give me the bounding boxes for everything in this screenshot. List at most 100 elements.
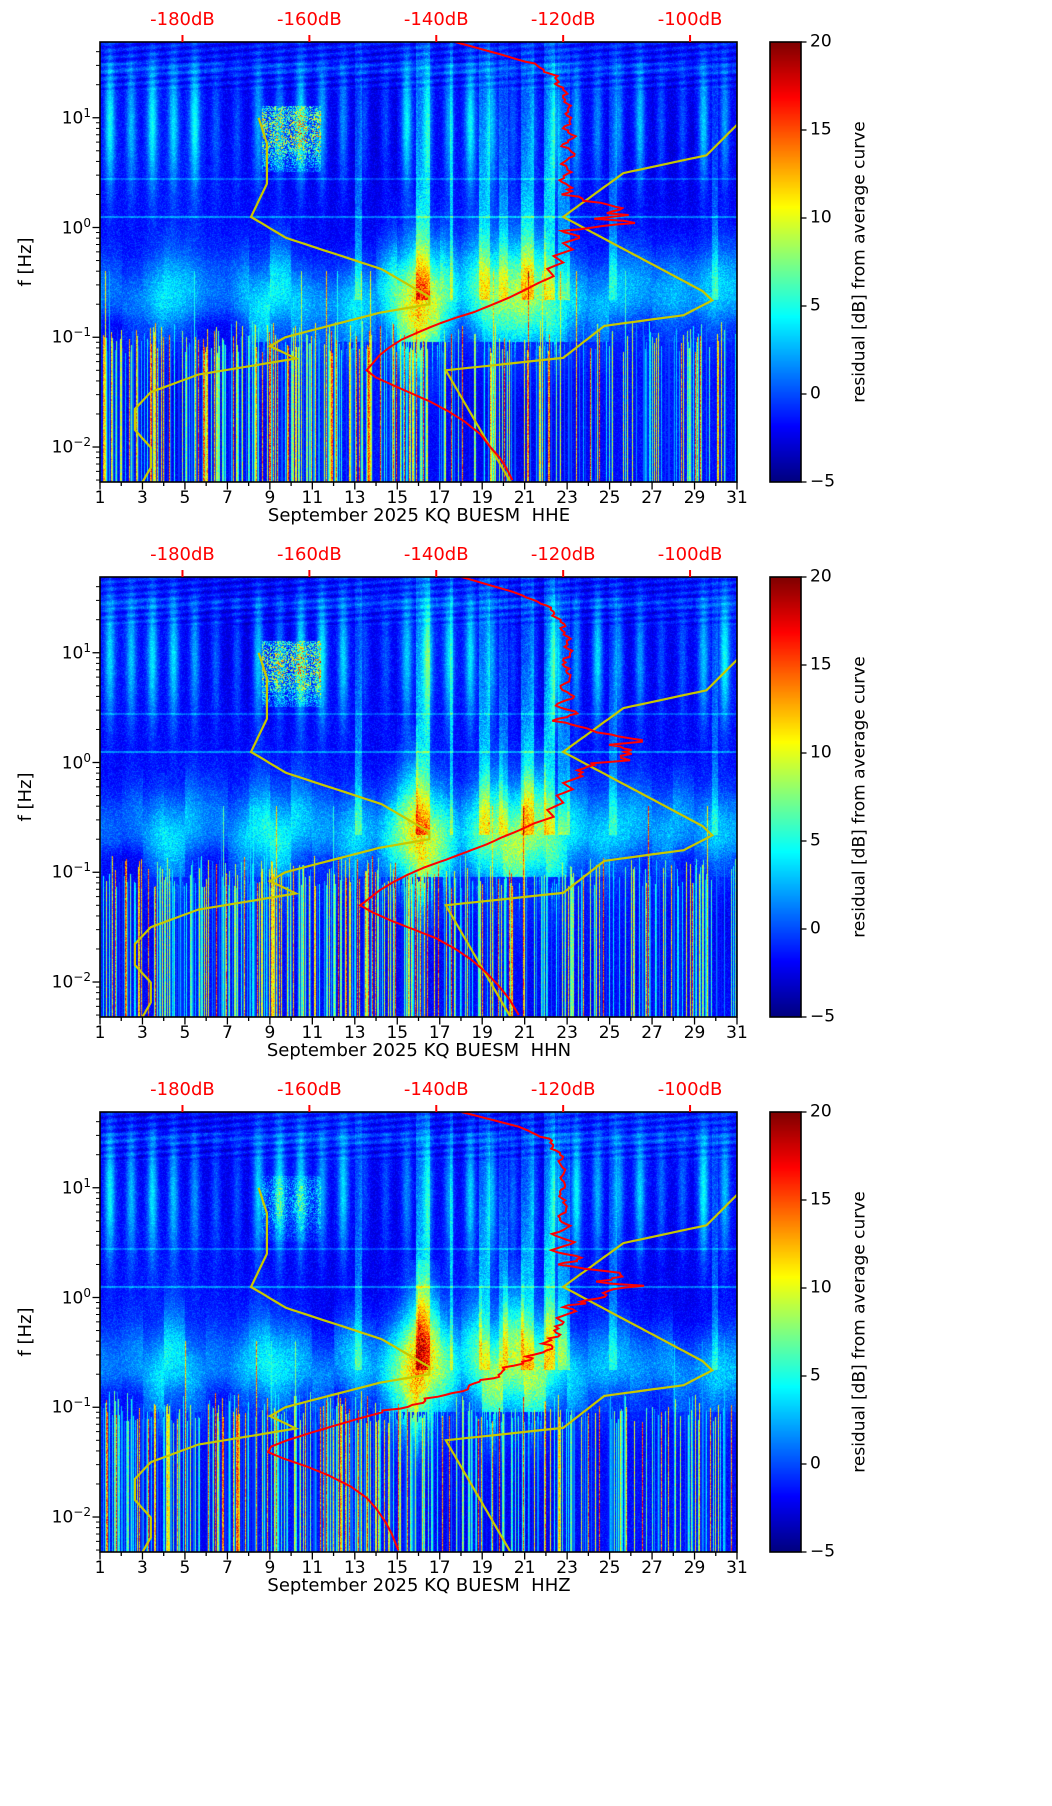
- x-tick-label: 5: [179, 488, 191, 508]
- x-tick-label: 21: [513, 1023, 536, 1043]
- colorbar-tick-label: −5: [810, 1541, 836, 1562]
- colorbar-tick-label: 0: [810, 1453, 821, 1474]
- colorbar-tick-label: 5: [810, 830, 821, 851]
- top-db-tick-label: -120dB: [530, 9, 596, 30]
- y-tick-label: 100: [61, 750, 91, 774]
- x-tick-label: 17: [428, 1023, 451, 1043]
- top-db-tick-label: -160dB: [277, 9, 342, 30]
- y-axis-label: f [Hz]: [15, 772, 37, 822]
- panel-hhz: f [Hz] September 2025 KQ BUESM HHZ resid…: [0, 1070, 1052, 1605]
- x-tick-label: 3: [137, 1558, 148, 1578]
- top-db-tick-label: -120dB: [530, 1079, 596, 1100]
- x-tick-label: 7: [221, 1023, 233, 1043]
- colorbar-tick-label: 10: [810, 742, 832, 763]
- colorbar-gradient: [770, 1112, 801, 1552]
- top-db-tick-label: -160dB: [277, 1079, 342, 1100]
- x-tick-label: 17: [428, 1558, 451, 1578]
- y-axis-label: f [Hz]: [15, 1307, 37, 1357]
- top-db-tick-label: -140dB: [403, 1079, 469, 1100]
- x-tick-label: 17: [428, 488, 451, 508]
- x-tick-label: 3: [137, 1023, 148, 1043]
- x-tick-label: 31: [726, 488, 748, 508]
- top-db-tick-label: -100dB: [657, 544, 723, 565]
- top-db-tick-label: -140dB: [403, 9, 469, 30]
- x-tick-label: 11: [301, 1558, 324, 1578]
- top-db-tick-label: -180dB: [150, 544, 215, 565]
- x-tick-label: 11: [301, 488, 324, 508]
- y-tick-label: 10−1: [51, 860, 91, 883]
- y-tick-label: 101: [61, 105, 91, 129]
- x-tick-label: 29: [683, 1023, 706, 1043]
- x-tick-label: 19: [471, 488, 494, 508]
- x-tick-label: 7: [221, 1558, 233, 1578]
- x-tick-label: 31: [726, 1023, 748, 1043]
- y-tick-label: 10−2: [51, 1504, 91, 1528]
- spectrogram-heatmap: [100, 42, 737, 482]
- x-tick-label: 23: [556, 1023, 578, 1043]
- top-db-tick-label: -100dB: [657, 9, 723, 30]
- colorbar-label: residual [dB] from average curve: [849, 656, 870, 938]
- y-tick-label: 101: [61, 1175, 91, 1199]
- x-tick-label: 13: [343, 1558, 366, 1578]
- colorbar-tick-label: 15: [810, 1189, 832, 1210]
- colorbar-gradient: [770, 577, 801, 1017]
- top-db-tick-label: -140dB: [403, 544, 469, 565]
- x-tick-label: 1: [94, 488, 106, 508]
- colorbar-tick-label: 0: [810, 918, 821, 939]
- x-tick-label: 15: [386, 1023, 409, 1043]
- x-tick-label: 27: [641, 488, 663, 508]
- y-tick-label: 101: [61, 640, 91, 664]
- x-tick-label: 13: [343, 488, 366, 508]
- top-db-tick-label: -180dB: [150, 9, 215, 30]
- colorbar-tick-label: 15: [810, 119, 832, 140]
- y-tick-label: 10−2: [51, 434, 91, 458]
- x-tick-label: 1: [94, 1023, 106, 1043]
- x-tick-label: 21: [513, 1558, 536, 1578]
- x-tick-label: 15: [386, 1558, 409, 1578]
- colorbar-tick-label: 0: [810, 383, 821, 404]
- x-tick-label: 29: [683, 1558, 706, 1578]
- colorbar-tick-label: 20: [810, 31, 832, 52]
- top-db-tick-label: -180dB: [150, 1079, 215, 1100]
- top-db-tick-label: -100dB: [657, 1079, 723, 1100]
- spectrogram-heatmap: [100, 1112, 737, 1552]
- x-axis-title: September 2025 KQ BUESM HHE: [267, 505, 571, 526]
- x-tick-label: 9: [264, 1558, 276, 1578]
- top-axis-ticks: [181, 35, 692, 42]
- y-tick-label: 10−1: [51, 325, 91, 348]
- y-axis-label: f [Hz]: [15, 237, 37, 287]
- colorbar-label: residual [dB] from average curve: [849, 121, 870, 403]
- x-axis-title: September 2025 KQ BUESM HHN: [266, 1040, 572, 1061]
- spectrogram-heatmap: [100, 577, 737, 1017]
- y-tick-label: 100: [61, 215, 91, 239]
- x-tick-label: 25: [598, 1558, 621, 1578]
- colorbar-tick-label: −5: [810, 471, 836, 492]
- colorbar-tick-label: 10: [810, 207, 832, 228]
- x-tick-label: 27: [641, 1558, 663, 1578]
- top-db-tick-label: -120dB: [530, 544, 596, 565]
- x-tick-label: 11: [301, 1023, 324, 1043]
- x-tick-label: 23: [556, 488, 578, 508]
- x-tick-label: 3: [137, 488, 148, 508]
- x-tick-label: 1: [94, 1558, 106, 1578]
- x-tick-label: 5: [179, 1558, 191, 1578]
- colorbar-tick-label: 20: [810, 1101, 832, 1122]
- panel-hhn: f [Hz] September 2025 KQ BUESM HHN resid…: [0, 535, 1052, 1070]
- y-tick-label: 10−2: [51, 969, 91, 993]
- colorbar-tick-label: 5: [810, 295, 821, 316]
- x-tick-label: 7: [221, 488, 233, 508]
- x-tick-label: 31: [726, 1558, 748, 1578]
- x-tick-label: 25: [598, 488, 621, 508]
- colorbar-label: residual [dB] from average curve: [849, 1191, 870, 1473]
- x-tick-label: 5: [179, 1023, 191, 1043]
- top-axis-ticks: [181, 570, 692, 577]
- x-tick-label: 19: [471, 1558, 494, 1578]
- colorbar-tick-label: 10: [810, 1277, 832, 1298]
- x-tick-label: 27: [641, 1023, 663, 1043]
- colorbar-tick-label: 5: [810, 1365, 821, 1386]
- x-tick-label: 15: [386, 488, 409, 508]
- x-tick-label: 25: [598, 1023, 621, 1043]
- x-tick-label: 29: [683, 488, 706, 508]
- y-tick-label: 100: [61, 1285, 91, 1309]
- x-tick-label: 9: [264, 1023, 276, 1043]
